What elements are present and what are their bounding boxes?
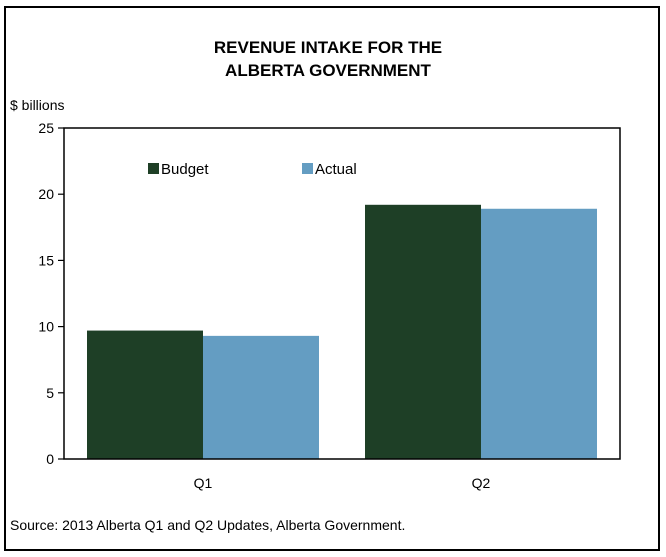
legend-swatch-budget (148, 163, 159, 174)
y-tick-label-25: 25 (38, 120, 54, 136)
y-axis-unit-label: $ billions (10, 97, 64, 113)
y-tick-label-5: 5 (46, 385, 54, 401)
y-tick-label-0: 0 (46, 451, 54, 467)
legend: Budget Actual (148, 161, 357, 178)
chart-frame: REVENUE INTAKE FOR THE ALBERTA GOVERNMEN… (4, 6, 660, 551)
y-tick-label-15: 15 (38, 252, 54, 268)
source-note: Source: 2013 Alberta Q1 and Q2 Updates, … (10, 517, 405, 533)
x-tick-label-q2: Q2 (472, 475, 491, 491)
bar-chart: REVENUE INTAKE FOR THE ALBERTA GOVERNMEN… (10, 38, 621, 533)
bar-actual-q2 (481, 208, 597, 459)
y-tick-label-20: 20 (38, 186, 54, 202)
legend-label-budget: Budget (161, 161, 209, 178)
bar-actual-q1 (203, 335, 319, 459)
y-tick-label-10: 10 (38, 319, 54, 335)
chart-title-line-2: ALBERTA GOVERNMENT (225, 61, 432, 80)
y-ticks-group: 0 5 10 15 20 25 (38, 120, 64, 467)
x-labels-group: Q1 Q2 (194, 475, 491, 491)
chart-title-line-1: REVENUE INTAKE FOR THE (214, 38, 442, 57)
legend-label-actual: Actual (315, 161, 357, 178)
bar-budget-q1 (87, 330, 203, 459)
bars-group (87, 204, 597, 459)
legend-swatch-actual (302, 163, 313, 174)
plot-area-border (63, 127, 621, 460)
bar-budget-q2 (365, 204, 481, 459)
x-tick-label-q1: Q1 (194, 475, 213, 491)
